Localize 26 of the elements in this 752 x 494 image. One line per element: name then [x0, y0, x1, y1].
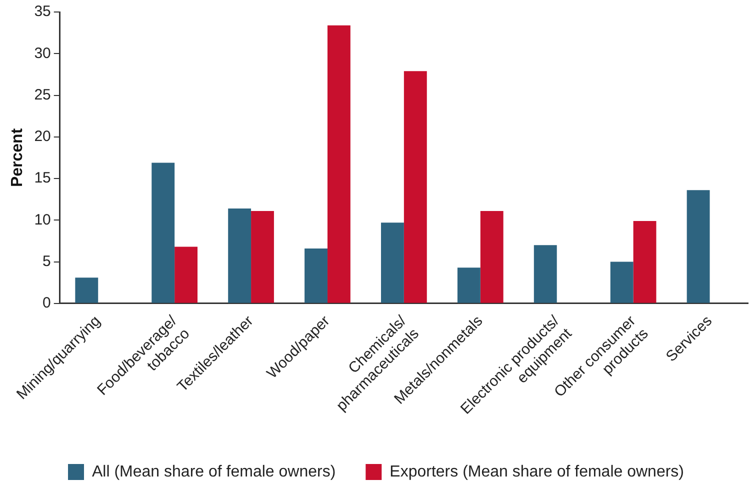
bar	[534, 245, 557, 303]
bar	[152, 162, 175, 303]
bar	[304, 248, 328, 303]
y-tick-label: 5	[42, 252, 51, 270]
bar	[686, 190, 710, 303]
bar	[633, 220, 656, 303]
bar	[228, 208, 252, 303]
bar	[327, 25, 350, 303]
y-tick-label: 30	[34, 44, 51, 62]
y-tick-label: 10	[34, 211, 51, 228]
y-tick-label: 15	[34, 170, 51, 187]
legend-label: All (Mean share of female owners)	[92, 463, 336, 480]
y-tick-label: 20	[34, 128, 51, 146]
bar	[75, 278, 98, 303]
y-axis-title: Percent	[9, 128, 26, 188]
bar	[457, 268, 480, 303]
bar	[480, 210, 504, 303]
y-tick-label: 0	[42, 294, 51, 312]
legend-label: Exporters (Mean share of female owners)	[390, 463, 684, 480]
bar	[610, 262, 634, 303]
bar	[251, 210, 274, 303]
bar	[174, 246, 198, 303]
bar	[404, 71, 427, 303]
y-tick-label: 35	[34, 3, 51, 20]
bar	[381, 222, 404, 303]
y-tick-label: 25	[34, 86, 51, 104]
